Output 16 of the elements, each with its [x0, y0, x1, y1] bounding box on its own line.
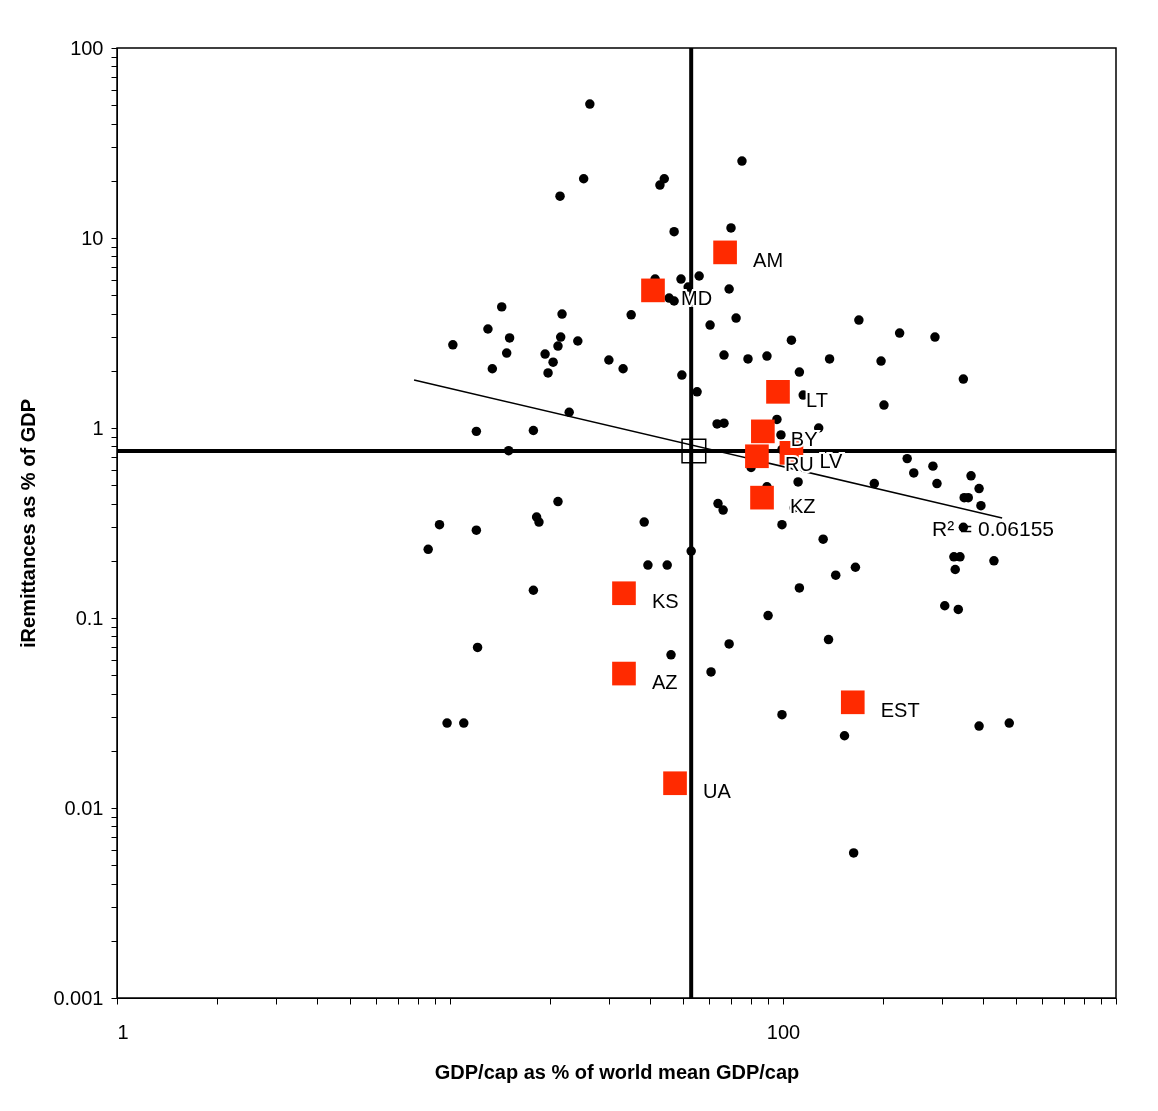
y-axis-title: iRemittances as % of GDP [17, 399, 40, 648]
y-tick-label: 0.1 [75, 606, 104, 629]
y-tick-label: 10 [81, 226, 104, 249]
x-axis-title: GDP/cap as % of world mean GDP/cap [434, 1060, 800, 1083]
annotation: LV [819, 449, 844, 472]
y-tick-label: 0.001 [53, 986, 104, 1009]
annotation: EST [880, 699, 920, 722]
annotation: UA [703, 780, 732, 803]
y-tick-label: 0.01 [64, 796, 104, 819]
annotation: AZ [651, 670, 678, 693]
annotation: BY [790, 428, 818, 451]
y-tick-label: 1 [92, 416, 104, 439]
annotation: AM [753, 249, 784, 272]
annotation: LT [806, 388, 828, 411]
annotation: KS [651, 590, 679, 613]
y-tick-label: 100 [70, 36, 104, 59]
